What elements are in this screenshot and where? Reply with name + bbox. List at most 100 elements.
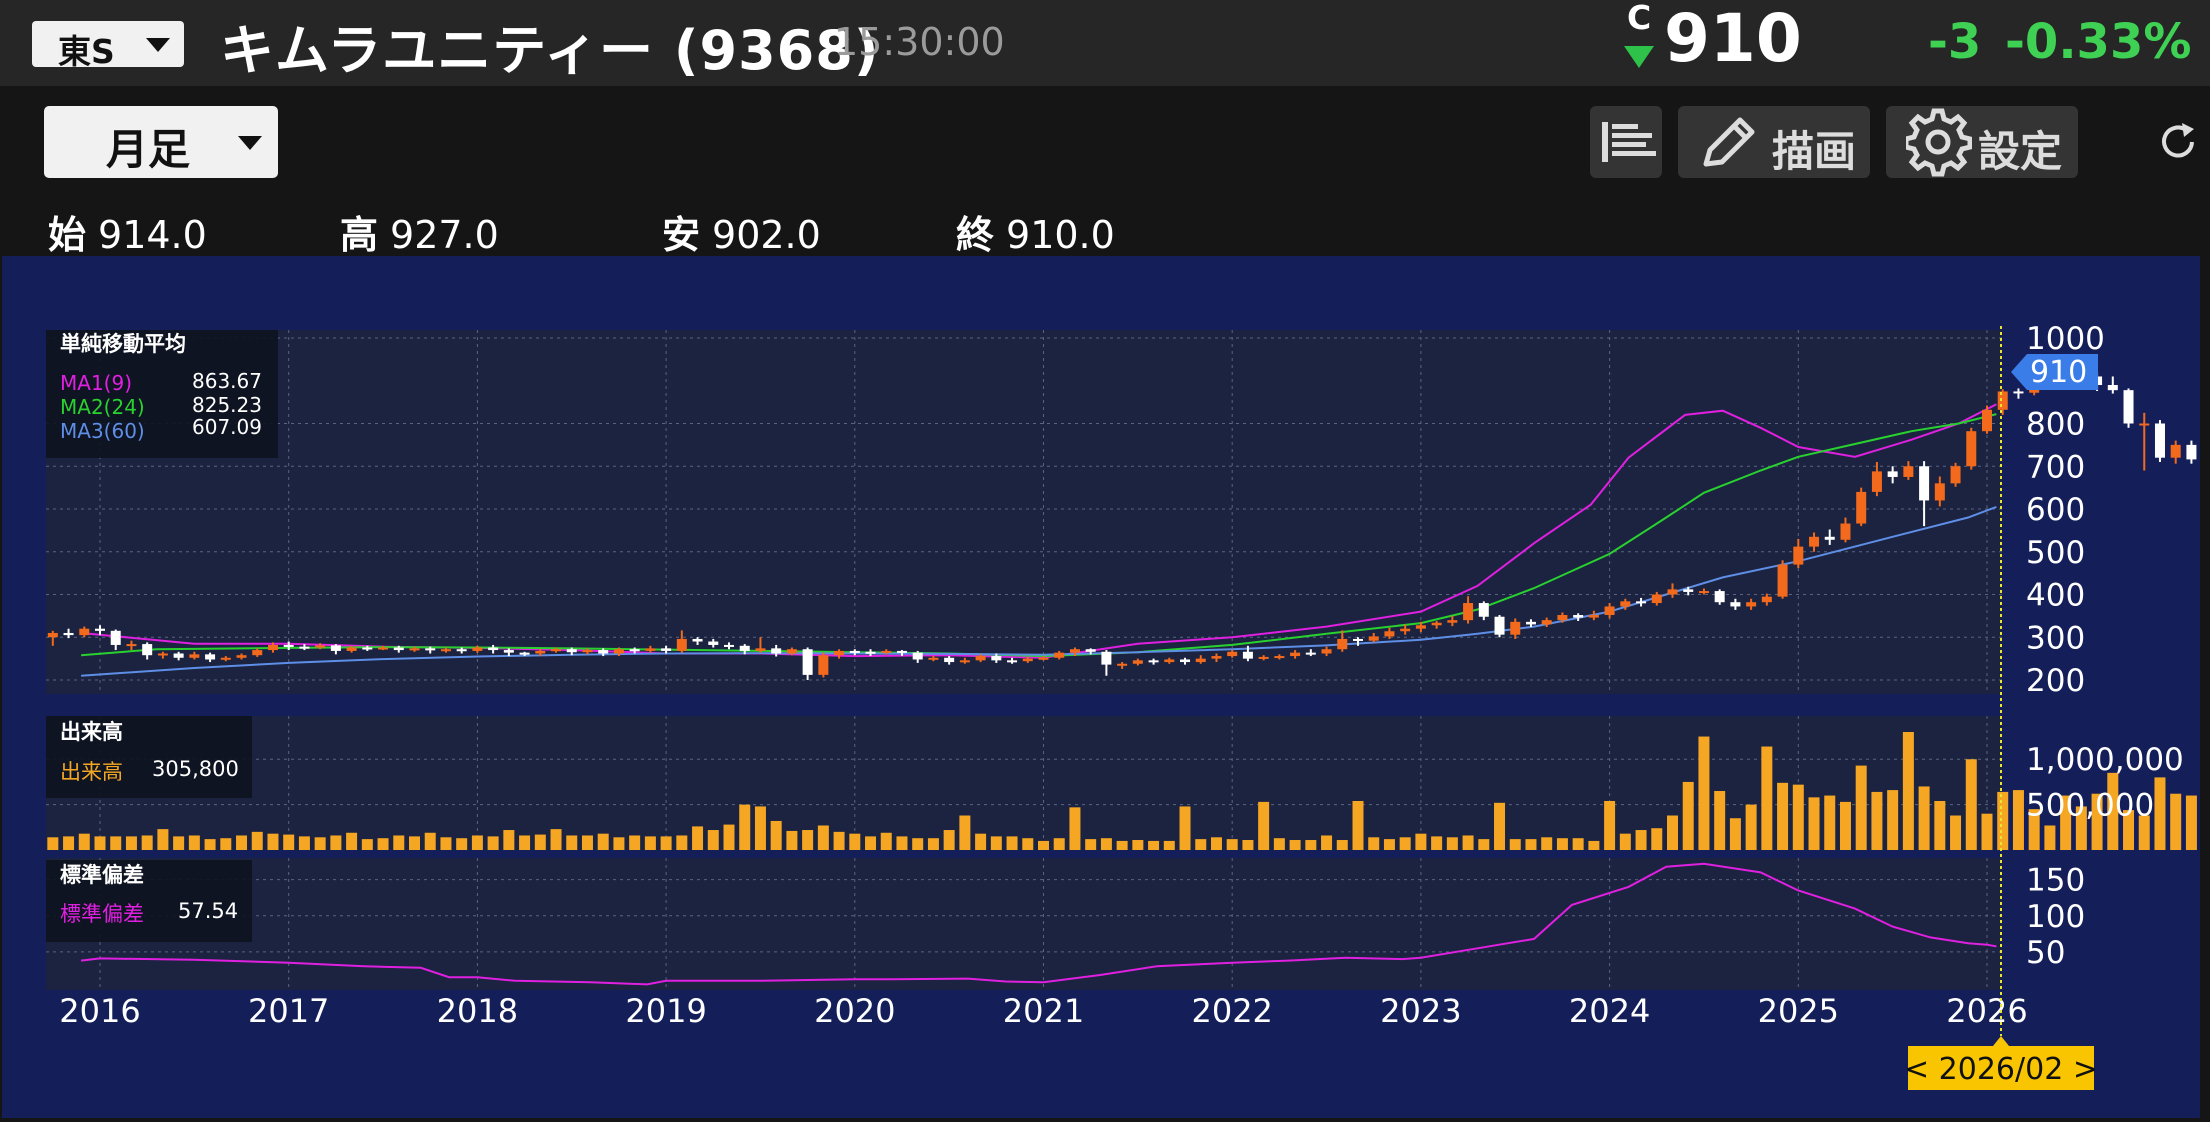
refresh-icon[interactable] [2156, 120, 2200, 164]
candle-body [252, 650, 263, 656]
volume-bar [314, 837, 326, 850]
volume-bar [896, 836, 908, 850]
candle-body [566, 649, 577, 653]
candle-body [959, 660, 970, 663]
x-axis-ticks: 2016 2017 2018 2019 2020 2021 2022 2023 2024 2025… [59, 992, 2027, 1030]
volume-bar [236, 835, 248, 850]
volume-bar [330, 835, 342, 850]
year-tick-label: 2017 [248, 992, 329, 1030]
candle-body [1195, 658, 1206, 663]
draw-label: 描画 [1772, 127, 1857, 176]
volume-bar [534, 834, 546, 850]
volume-bar [110, 836, 122, 850]
ohlc-open: 始 914.0 [48, 204, 207, 259]
candle-body [1541, 620, 1552, 625]
volume-bar [267, 833, 279, 850]
volume-bar [2123, 810, 2135, 850]
volume-bar [707, 830, 719, 850]
stddev-series-name: 標準偏差 [60, 902, 144, 926]
candle-body [1242, 651, 1253, 659]
volume-bar [1667, 815, 1678, 850]
y-axis-ticks: 200 300 400 500 600 700 800 1000 1,000,000 500,00… [2026, 321, 2184, 971]
candle-body [991, 656, 1002, 661]
candle-body [771, 648, 782, 654]
period-select[interactable]: 月足 [44, 106, 278, 178]
chart-canvas[interactable]: 200 300 400 500 600 700 800 1000 1,000,000 500,00… [2, 256, 2210, 1118]
candle-body [1730, 602, 1741, 607]
price-tick-label: 300 [2026, 620, 2085, 656]
volume-bar [1226, 839, 1238, 850]
price-tick-label: 400 [2026, 578, 2085, 614]
volume-bar [1981, 813, 1993, 850]
volume-bar [2012, 790, 2024, 850]
candle-body [1950, 466, 1961, 484]
volume-bar [817, 825, 829, 850]
volume-bar [1478, 839, 1490, 850]
candle-body [173, 653, 184, 658]
candle-body [2139, 423, 2150, 426]
volume-legend-box [46, 716, 252, 798]
stddev-line [80, 862, 1997, 986]
current-price: 910 [1664, 0, 1802, 77]
volume-bar [629, 835, 641, 850]
draw-button[interactable]: 描画 [1678, 106, 1870, 178]
price-tick-label: 800 [2026, 407, 2085, 443]
grid [46, 330, 2002, 990]
candle-body [1777, 564, 1788, 597]
candle-body [409, 648, 420, 651]
volume-bar [1556, 838, 1568, 850]
pencil-icon [1703, 117, 1755, 167]
candle-body [1494, 616, 1505, 635]
chevron-down-icon [238, 136, 262, 150]
candle-body [1636, 601, 1647, 604]
price-panel [46, 330, 2002, 694]
year-tick-label: 2016 [59, 992, 140, 1030]
volume-bar [1336, 840, 1348, 850]
volume-bar [1839, 801, 1851, 850]
settings-button[interactable]: 設定 [1886, 106, 2078, 178]
candle-body [2154, 423, 2165, 458]
volume-bar [723, 824, 735, 850]
candle-body [755, 648, 766, 651]
candle-body [739, 645, 750, 651]
volume-bar [424, 832, 436, 850]
volume-bar [346, 832, 358, 850]
volume-bar [597, 833, 609, 850]
candle-body [2170, 444, 2181, 458]
chevron-down-icon [146, 38, 170, 52]
volume-bar [927, 838, 939, 850]
stddev-panel [46, 858, 2002, 990]
candle-body [1510, 621, 1521, 635]
ma-legend-box [46, 330, 278, 458]
market-select[interactable]: 東S [32, 21, 184, 71]
volume-bar [1368, 837, 1380, 850]
chart-area[interactable]: 200 300 400 500 600 700 800 1000 1,000,000 500,00… [2, 256, 2210, 1118]
volume-bar [959, 815, 971, 850]
date-badge[interactable] [1908, 1046, 2094, 1090]
candle-body [47, 632, 58, 638]
volume-bar [283, 834, 295, 850]
volume-bar [739, 804, 751, 850]
volume-bar [1824, 795, 1836, 850]
ohlc-open-label: 始 [48, 213, 87, 257]
volume-bar [975, 833, 987, 850]
volume-bar [1038, 840, 1049, 850]
candle-body [1022, 658, 1033, 662]
volume-bar [1069, 807, 1081, 850]
volume-bar [2091, 793, 2103, 850]
volume-bar [1761, 746, 1773, 850]
candle-body [1620, 601, 1631, 607]
volume-bar [1855, 765, 1867, 850]
indicator-list-button[interactable] [1590, 106, 1662, 178]
stddev-legend-title: 標準偏差 [60, 863, 144, 887]
ohlc-close-label: 終 [956, 213, 995, 257]
candle-body [724, 644, 734, 647]
candle-body [519, 652, 530, 655]
candle-body [818, 655, 829, 675]
candle-body [975, 656, 986, 661]
volume-bar [880, 832, 892, 850]
candle-body [1871, 471, 1882, 492]
candle-body [1746, 602, 1757, 607]
candle-body [629, 649, 640, 652]
ohlc-low-value: 902.0 [712, 213, 821, 257]
